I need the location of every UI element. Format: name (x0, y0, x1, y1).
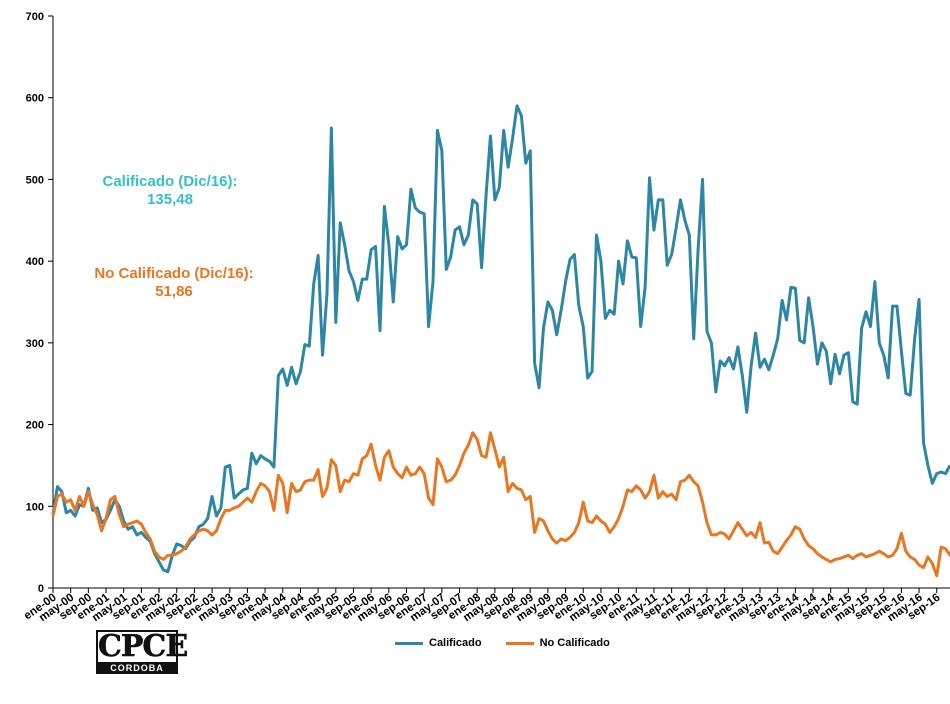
y-tick-label: 400 (26, 256, 44, 268)
legend-swatch-calificado (395, 641, 423, 645)
plot-lines (51, 104, 950, 578)
y-tick-label: 200 (26, 420, 44, 432)
series-line-calificado (51, 104, 950, 574)
legend-item-calificado: Calificado (395, 637, 482, 649)
legend-label-calificado: Calificado (429, 637, 482, 649)
y-tick-label: 0 (38, 583, 44, 595)
cpce-logo: CPCE CORDOBA (96, 629, 188, 674)
y-tick-label: 100 (26, 501, 44, 513)
y-axis: 0 100 200 300 400 500 600 700 (26, 11, 54, 595)
y-tick-label: 700 (26, 11, 44, 23)
chart-legend: Calificado No Calificado (395, 637, 634, 649)
annotation-no-calificado-value: 51,86 (155, 283, 193, 300)
y-tick-label: 500 (26, 174, 44, 186)
annotation-calificado: Calificado (Dic/16): 135,48 (70, 173, 270, 209)
x-axis: ene-00may-00sep-00ene-01may-01sep-01ene-… (22, 587, 950, 624)
series-line-no-calificado (51, 431, 950, 578)
annotation-no-calificado: No Calificado (Dic/16): 51,86 (64, 265, 284, 301)
logo-sub-text: CORDOBA (96, 662, 178, 674)
y-tick-label: 600 (26, 93, 44, 105)
legend-label-no-calificado: No Calificado (539, 637, 610, 649)
annotation-calificado-value: 135,48 (147, 191, 193, 208)
legend-swatch-no-calificado (505, 641, 534, 645)
legend-item-no-calificado: No Calificado (505, 637, 610, 649)
annotation-calificado-label: Calificado (Dic/16): (102, 173, 238, 190)
logo-main-text: CPCE (96, 629, 188, 664)
annotation-no-calificado-label: No Calificado (Dic/16): (94, 265, 254, 282)
y-tick-label: 300 (26, 338, 44, 350)
